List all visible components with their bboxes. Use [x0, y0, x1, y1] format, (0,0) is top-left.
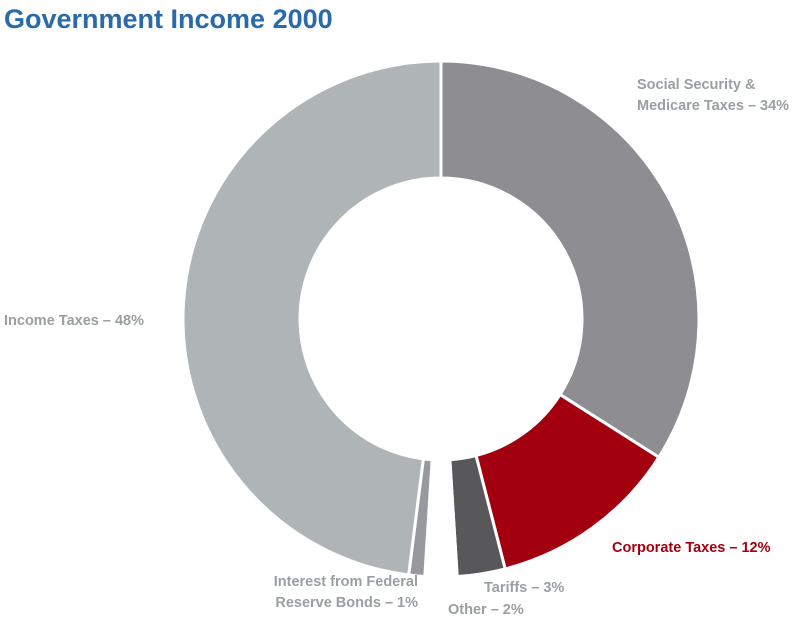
chart-title: Government Income 2000 [4, 4, 333, 34]
label-line: Other – 2% [448, 602, 524, 618]
slice-income-taxes [181, 59, 443, 577]
chart-labels: Social Security & Medicare Taxes – 34% Cor… [4, 77, 789, 618]
label-corporate-taxes: Corporate Taxes – 12% [612, 540, 771, 556]
chart-slices [181, 59, 701, 579]
label-line: Interest from Federal [274, 574, 418, 590]
label-line: Social Security & [637, 77, 756, 93]
label-income-taxes: Income Taxes – 48% [4, 313, 144, 329]
label-interest-from-federal-reserve-bonds: Interest from Federal Reserve Bonds – 1% [274, 574, 418, 611]
label-line: Corporate Taxes – 12% [612, 540, 771, 556]
label-line: Tariffs – 3% [484, 580, 564, 596]
label-social-security-medicare-taxes: Social Security & Medicare Taxes – 34% [637, 77, 789, 114]
label-line: Reserve Bonds – 1% [275, 595, 418, 611]
label-tariffs: Tariffs – 3% [484, 580, 564, 596]
slice-social-security-medicare-taxes [439, 59, 701, 459]
label-line: Medicare Taxes – 34% [637, 98, 789, 114]
label-other: Other – 2% [448, 602, 524, 618]
label-line: Income Taxes – 48% [4, 313, 144, 329]
